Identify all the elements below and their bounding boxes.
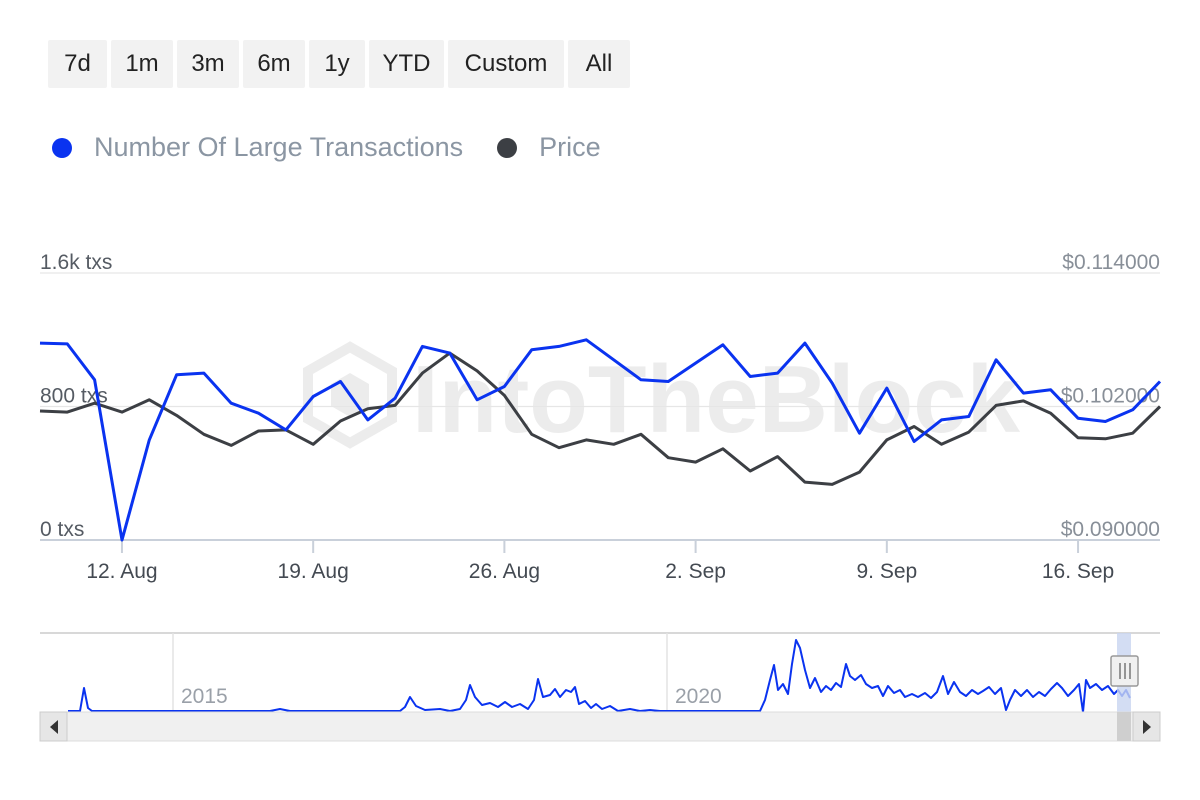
right-axis-tick-label: $0.090000 bbox=[1061, 518, 1160, 541]
range-ytd-button[interactable]: YTD bbox=[369, 40, 444, 88]
legend-dot-price bbox=[497, 137, 518, 158]
x-axis: 12. Aug 19. Aug 26. Aug 2. Sep 9. Sep 16. Sep bbox=[86, 540, 1114, 583]
x-axis-tick-label: 12. Aug bbox=[86, 560, 157, 583]
legend-label-price: Price bbox=[539, 132, 601, 162]
range-1y-button[interactable]: 1y bbox=[309, 40, 365, 88]
arrow-left-icon bbox=[50, 720, 58, 734]
series-line-transactions bbox=[39, 338, 1162, 542]
series-line-price bbox=[39, 351, 1162, 486]
watermark: IntoTheBlock bbox=[303, 341, 1021, 453]
left-axis-tick-label: 0 txs bbox=[40, 518, 84, 541]
legend-dot-transactions bbox=[52, 137, 72, 158]
navigator-series-line bbox=[68, 639, 1131, 713]
x-axis-tick-label: 19. Aug bbox=[278, 560, 349, 583]
left-axis-tick-label: 1.6k txs bbox=[40, 251, 112, 274]
scrollbar-thumb[interactable] bbox=[1117, 712, 1131, 741]
chart-legend: Number Of Large Transactions Price bbox=[52, 132, 635, 163]
arrow-right-icon bbox=[1143, 720, 1151, 734]
navigator: 2015 2020 bbox=[40, 632, 1160, 741]
grid bbox=[40, 272, 1160, 541]
range-3m-button[interactable]: 3m bbox=[177, 40, 239, 88]
x-axis-tick-label: 26. Aug bbox=[469, 560, 540, 583]
x-axis-tick-label: 16. Sep bbox=[1042, 560, 1114, 583]
navigator-handle[interactable] bbox=[1110, 655, 1139, 687]
navigator-year-label: 2020 bbox=[675, 685, 722, 708]
range-1m-button[interactable]: 1m bbox=[111, 40, 173, 88]
scroll-left-button[interactable] bbox=[39, 711, 68, 742]
x-axis-tick-label: 9. Sep bbox=[856, 560, 917, 583]
range-custom-button[interactable]: Custom bbox=[448, 40, 564, 88]
watermark-text: IntoTheBlock bbox=[412, 346, 1021, 453]
x-axis-tick-label: 2. Sep bbox=[665, 560, 726, 583]
legend-item-transactions[interactable]: Number Of Large Transactions bbox=[52, 132, 463, 163]
legend-label-transactions: Number Of Large Transactions bbox=[94, 132, 464, 162]
legend-item-price[interactable]: Price bbox=[497, 132, 601, 163]
left-axis-tick-label: 800 txs bbox=[40, 385, 108, 408]
right-axis-tick-label: $0.114000 bbox=[1062, 251, 1160, 274]
right-axis: $0.090000 $0.102000 $0.114000 bbox=[1061, 251, 1160, 541]
left-axis: 0 txs 800 txs 1.6k txs bbox=[40, 251, 112, 541]
range-6m-button[interactable]: 6m bbox=[243, 40, 305, 88]
navigator-year-label: 2015 bbox=[181, 685, 228, 708]
scrollbar-track[interactable] bbox=[39, 711, 1161, 742]
range-selector: 7d 1m 3m 6m 1y YTD Custom All bbox=[48, 40, 630, 88]
range-7d-button[interactable]: 7d bbox=[48, 40, 107, 88]
right-axis-tick-label: $0.102000 bbox=[1061, 385, 1160, 408]
range-all-button[interactable]: All bbox=[568, 40, 630, 88]
scrollbar bbox=[39, 711, 1161, 742]
